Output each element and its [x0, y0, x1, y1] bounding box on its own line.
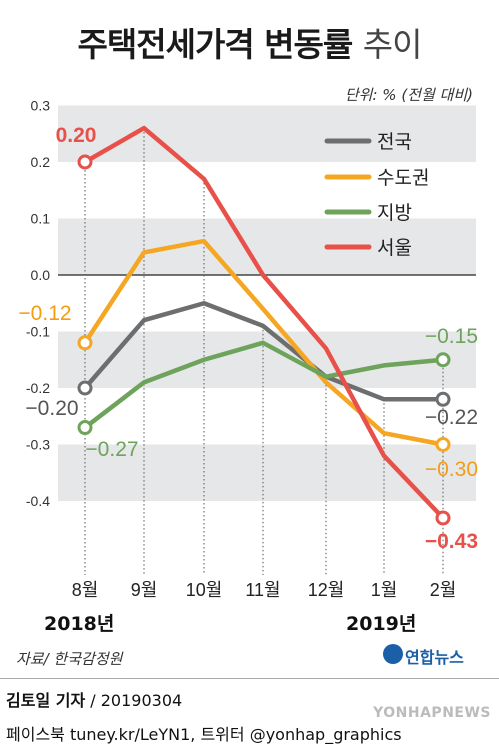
legend-label-전국: 전국 [377, 131, 412, 153]
chart-title: 주택전세가격 변동률 추이 [0, 18, 499, 66]
data-label-서울-start: 0.20 [56, 124, 97, 147]
data-label-수도권-end: −0.30 [425, 458, 478, 481]
y-tick-label: -0.1 [26, 324, 50, 340]
yonhap-logo-text: 연합뉴스 [405, 648, 464, 667]
y-tick-label: 0.2 [31, 154, 51, 170]
data-label-수도권-start: −0.12 [18, 302, 71, 325]
x-tick-label: 11월 [245, 580, 280, 600]
series-marker-수도권 [435, 437, 451, 452]
grid-band-0 [58, 105, 476, 162]
data-label-지방-start: −0.27 [85, 438, 138, 461]
legend-label-지방: 지방 [377, 202, 412, 224]
social-links: 페이스북 tuney.kr/LeYN1, 트위터 @yonhap_graphic… [6, 725, 402, 744]
series-marker-수도권 [77, 335, 93, 351]
y-tick-label: 0.3 [31, 98, 51, 114]
x-tick-label: 12월 [308, 580, 345, 600]
series-marker-지방 [435, 352, 451, 368]
yonhap-logo-icon [383, 644, 403, 664]
year-label-2019: 2019년 [346, 613, 417, 635]
x-tick-label: 10월 [186, 580, 223, 600]
footer: 김토일 기자 / 20190304 페이스북 tuney.kr/LeYN1, 트… [0, 678, 499, 751]
series-marker-전국 [77, 380, 93, 396]
y-tick-label: -0.4 [26, 493, 50, 509]
series-line-서울 [82, 125, 446, 521]
data-label-지방-end: −0.15 [425, 325, 478, 348]
legend-label-수도권: 수도권 [377, 167, 429, 189]
watermark: YONHAPNEWS [373, 705, 491, 721]
line-chart: 0.3 0.2 0.1 0.0 -0.1 -0.2 -0.3 -0.4 8월 9월 10월 11월 12… [18, 98, 478, 601]
reporter-date: / 20190304 [85, 691, 183, 710]
reporter-credit: 김토일 기자 / 20190304 [6, 687, 182, 711]
series-marker-서울 [435, 510, 451, 526]
series-marker-전국 [435, 391, 451, 407]
grid-band-1 [58, 218, 476, 275]
y-tick-label: -0.3 [26, 437, 50, 453]
x-tick-label: 2월 [430, 580, 457, 600]
data-label-전국-start: −0.20 [25, 397, 78, 420]
grid-band-3 [58, 444, 476, 501]
legend-label-서울: 서울 [377, 237, 412, 259]
series-line-전국 [82, 301, 446, 402]
grid-band-2 [58, 331, 476, 388]
series-line-수도권 [82, 238, 446, 447]
data-label-전국-end: −0.22 [425, 406, 478, 429]
reporter-name: 김토일 기자 [6, 691, 86, 710]
data-label-서울-end: −0.43 [425, 530, 478, 553]
y-tick-label: -0.2 [26, 380, 50, 396]
y-tick-label: 0.0 [31, 267, 51, 283]
unit-label: 단위: % (전월 대비) [344, 86, 473, 104]
series-marker-서울 [77, 154, 93, 170]
year-label-2018: 2018년 [44, 613, 115, 635]
series-line-지방 [82, 340, 446, 430]
x-tick-label: 9월 [131, 580, 158, 600]
title-sub: 추이 [362, 25, 423, 64]
x-tick-label: 8월 [72, 580, 99, 600]
source-label: 자료/ 한국감정원 [16, 650, 123, 668]
yonhap-logo: 연합뉴스 [383, 642, 493, 672]
y-tick-label: 0.1 [31, 211, 51, 227]
title-main: 주택전세가격 변동률 [77, 25, 354, 64]
x-tick-label: 1월 [371, 580, 398, 600]
series-marker-지방 [77, 420, 93, 436]
